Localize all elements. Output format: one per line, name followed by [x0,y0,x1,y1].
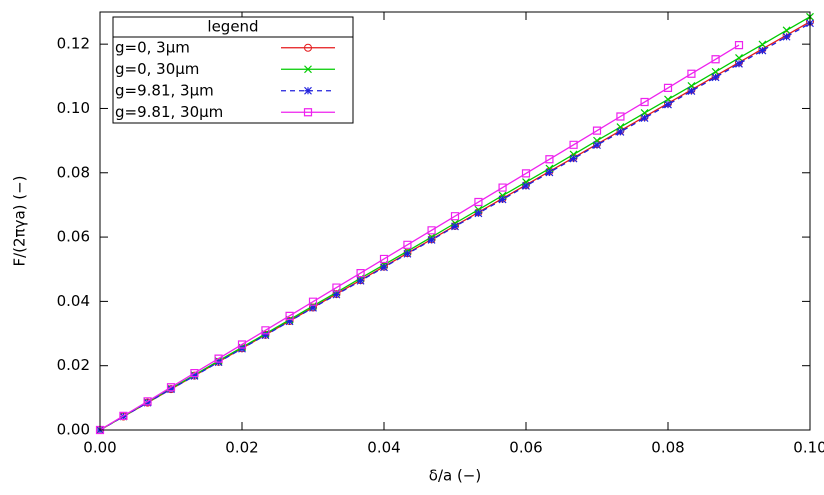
marker [782,32,791,41]
marker [304,86,312,95]
marker [592,126,602,135]
legend-title: legend [207,18,258,36]
marker [167,385,175,394]
marker [616,112,625,121]
marker [734,41,744,50]
marker [309,303,317,312]
plot-border [99,11,811,431]
marker [758,46,767,55]
marker [356,268,365,278]
y-tick-label: 0.06 [57,228,90,246]
marker [237,340,247,349]
marker [451,222,459,231]
marker [640,97,649,107]
x-tick-label: 0.02 [225,439,258,457]
marker [735,54,743,62]
series-line [99,44,740,431]
y-tick-label: 0.10 [57,99,90,117]
marker [304,43,312,52]
marker [569,140,578,149]
y-tick-label: 0.00 [57,421,90,439]
marker [474,197,483,207]
marker [640,114,649,123]
x-tick-label: 0.00 [83,439,116,457]
y-tick-label: 0.04 [57,292,90,310]
legend-label: g=9.81, 30µm [115,103,223,121]
marker [545,168,554,177]
marker [616,128,625,136]
marker [664,100,672,109]
marker [303,108,313,117]
marker [522,182,530,190]
marker [308,297,318,306]
marker [711,55,720,64]
y-tick-label: 0.08 [57,163,90,181]
marker [782,26,791,35]
marker [663,83,673,92]
x-tick-label: 0.08 [651,439,684,457]
marker [569,154,578,163]
x-tick-label: 0.04 [367,439,400,457]
y-axis-label: F/(2πγa) (−) [11,175,29,266]
marker [735,59,743,68]
marker [380,263,388,272]
marker [450,212,460,221]
legend-label: g=0, 30µm [115,60,199,78]
marker [332,283,341,292]
marker [190,372,199,380]
marker [190,368,199,378]
marker [545,155,554,164]
marker [687,69,696,78]
marker [261,326,270,335]
marker [143,397,152,406]
marker [498,195,507,204]
marker [427,226,436,235]
marker [119,411,128,420]
marker [285,311,294,320]
marker [521,169,531,178]
marker [427,236,436,244]
marker [498,183,507,192]
x-tick-label: 0.06 [509,439,542,457]
legend-box [112,16,354,124]
marker [95,425,105,435]
y-tick-label: 0.02 [57,356,90,374]
x-axis-label: δ/a (−) [429,467,481,485]
y-tick-label: 0.12 [57,35,90,53]
marker [403,240,412,249]
marker [143,398,152,407]
marker [758,40,767,49]
marker [214,354,223,363]
marker [403,249,412,258]
marker [238,344,246,353]
marker [379,254,389,264]
marker [474,205,483,214]
legend-label: g=0, 3µm [115,38,190,56]
marker [474,209,483,218]
marker [711,73,720,82]
x-tick-label: 0.10 [793,439,824,457]
legend-label: g=9.81, 3µm [115,81,214,99]
marker [593,141,601,150]
marker [304,65,312,74]
marker [356,276,365,285]
marker [166,383,176,392]
marker [261,331,270,340]
marker [687,87,696,96]
marker [332,290,341,299]
marker [285,317,294,326]
